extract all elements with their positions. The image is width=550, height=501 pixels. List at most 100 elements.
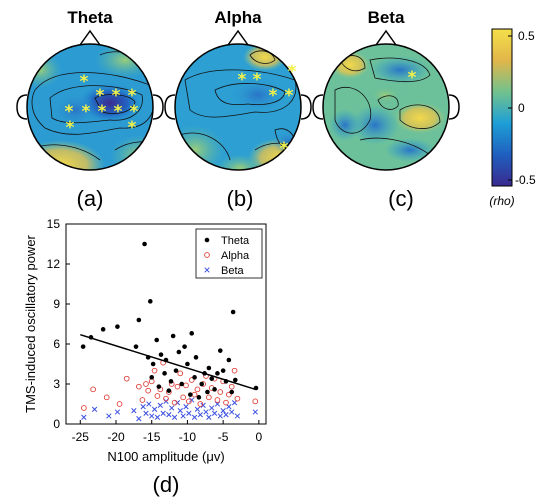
right-ear-icon (448, 94, 460, 120)
data-point-beta (183, 404, 189, 410)
data-point-alpha (206, 394, 212, 401)
legend-label: Beta (221, 265, 245, 277)
data-point-theta (133, 344, 139, 349)
data-point-alpha (163, 395, 169, 402)
x-tick-label: -25 (72, 430, 90, 444)
legend-marker-theta (204, 237, 210, 243)
data-point-theta (80, 344, 86, 349)
data-point-beta (91, 406, 98, 412)
data-point-alpha (180, 394, 186, 401)
legend-marker-alpha (204, 252, 210, 258)
left-ear-icon (312, 94, 324, 120)
data-point-alpha (197, 401, 204, 407)
data-point-theta (217, 348, 223, 353)
data-point-theta (226, 357, 232, 363)
data-point-theta (220, 368, 226, 373)
data-point-theta (156, 384, 162, 389)
x-tick-label: -15 (143, 430, 161, 444)
data-point-theta (142, 241, 147, 247)
data-point-theta (168, 379, 174, 384)
svg-text:*: * (253, 70, 262, 90)
y-tick-label: 9 (53, 297, 60, 311)
y-tick-label: 15 (47, 217, 61, 231)
data-point-alpha (234, 395, 241, 402)
trend-line (80, 333, 256, 391)
data-point-alpha (228, 383, 235, 390)
svg-text:*: * (285, 86, 294, 106)
colorbar-tick: -0.5 (515, 173, 536, 187)
data-point-alpha (139, 397, 146, 403)
data-point-theta (170, 333, 176, 339)
svg-text:*: * (130, 102, 139, 122)
data-point-theta (232, 377, 238, 383)
data-point-alpha (191, 391, 198, 398)
svg-text:*: * (280, 139, 289, 159)
data-point-beta (177, 408, 183, 414)
y-tick-label: 3 (53, 377, 60, 391)
data-point-beta (203, 409, 209, 415)
svg-text:*: * (269, 86, 278, 106)
nose-icon (79, 29, 101, 46)
data-point-theta (229, 389, 235, 395)
data-point-alpha (154, 393, 161, 399)
data-point-theta (199, 381, 205, 387)
data-point-beta (81, 414, 87, 420)
significant-electrodes: * (408, 68, 417, 88)
significant-electrodes: * * * * * * * * * * * (65, 72, 139, 138)
data-point-beta (211, 410, 218, 416)
data-point-beta (186, 410, 192, 416)
data-point-theta (215, 371, 220, 376)
data-point-beta (154, 414, 161, 420)
data-point-alpha (103, 394, 110, 401)
head-outline (26, 43, 154, 171)
data-point-theta (179, 381, 185, 387)
data-point-beta (166, 412, 172, 418)
data-point-alpha (90, 386, 96, 393)
data-point-theta (115, 324, 120, 329)
data-point-theta (209, 376, 215, 381)
colorbar-label: (rho) (489, 194, 514, 208)
svg-text:*: * (96, 86, 105, 106)
svg-text:*: * (66, 118, 75, 138)
nose-icon (375, 29, 397, 46)
data-point-beta (206, 414, 212, 420)
data-point-beta (180, 413, 186, 419)
svg-text:*: * (128, 118, 137, 138)
svg-text:*: * (288, 62, 297, 82)
data-point-theta (185, 361, 190, 367)
colorbar-tick: 0 (518, 101, 525, 115)
data-point-beta (200, 402, 206, 408)
x-tick-label: -20 (107, 430, 125, 444)
data-point-theta (147, 299, 153, 304)
data-point-alpha (188, 377, 195, 383)
data-point-alpha (226, 391, 232, 398)
topomap-title: Beta (368, 8, 405, 27)
data-point-beta (214, 401, 221, 407)
data-point-alpha (186, 398, 192, 405)
data-point-beta (217, 413, 223, 419)
data-point-alpha (194, 386, 201, 393)
topomap-beta: Beta * (c) (312, 8, 460, 211)
data-point-alpha (81, 405, 87, 411)
y-tick-label: 6 (53, 337, 60, 351)
data-point-beta (209, 405, 215, 411)
data-point-alpha (217, 389, 224, 395)
colorbar: 0.5 0 -0.5 (rho) (489, 28, 536, 208)
y-axis-title: TMS-induced oscillatory power (23, 234, 38, 412)
y-tick-label: 12 (47, 257, 61, 271)
data-point-theta (154, 337, 160, 343)
data-point-beta (157, 402, 163, 408)
data-point-beta (234, 413, 241, 419)
data-point-beta (106, 413, 112, 419)
panel-label: (c) (388, 186, 414, 211)
data-point-beta (151, 406, 158, 412)
data-point-beta (174, 400, 181, 406)
data-point-theta (206, 365, 212, 371)
svg-text:*: * (98, 102, 107, 122)
legend-label: Alpha (221, 250, 250, 262)
data-point-beta (160, 410, 166, 416)
topomap-alpha: Alpha * * * * * * (b) (164, 8, 312, 211)
left-ear-icon (16, 94, 28, 120)
data-point-theta (166, 388, 172, 393)
data-point-theta (149, 375, 155, 380)
